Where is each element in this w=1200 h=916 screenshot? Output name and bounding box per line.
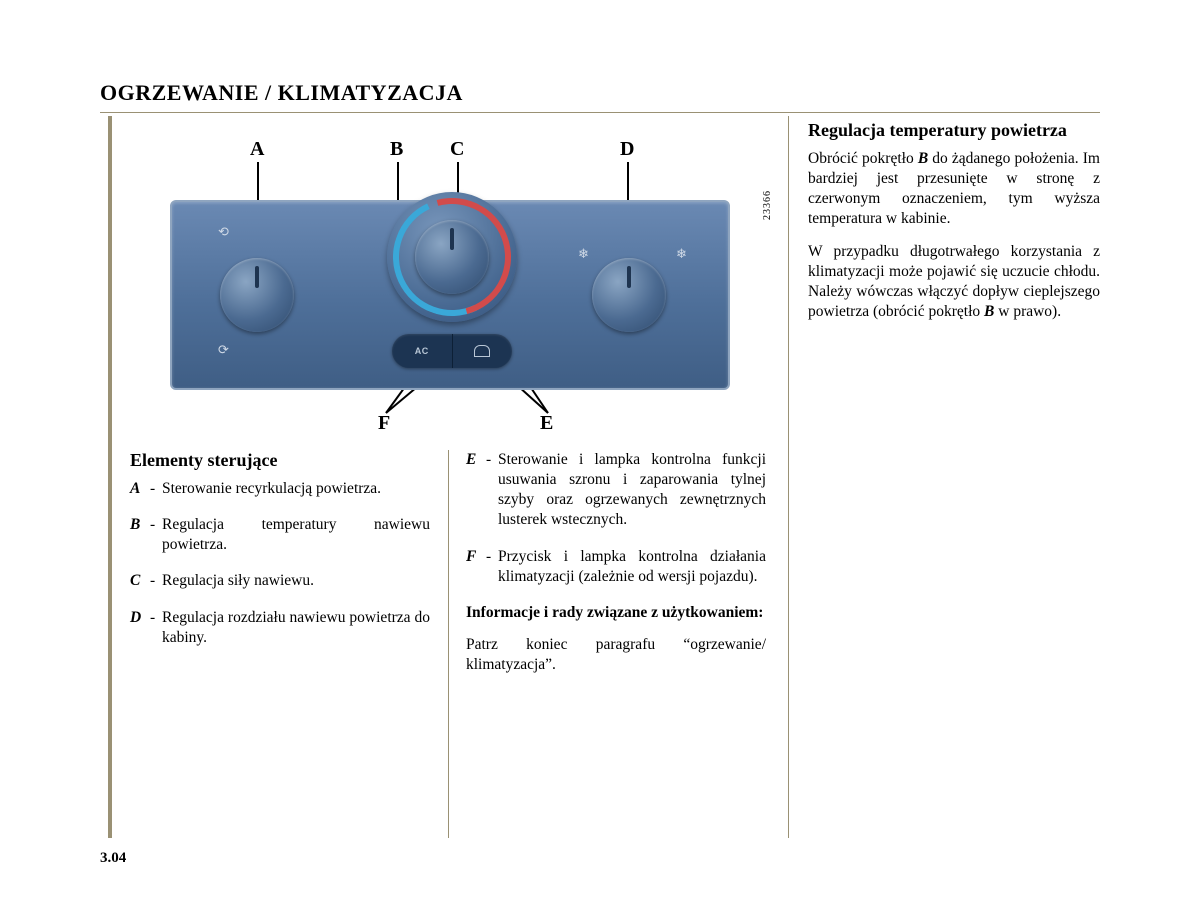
item-text: Regulacja rozdziału nawiewu powietrza do… <box>162 608 430 648</box>
defrost-icon <box>474 345 490 357</box>
item-label: E <box>466 450 486 531</box>
item-sep: - <box>150 479 162 499</box>
item-sep: - <box>150 571 162 591</box>
recirculation-knob <box>220 258 294 332</box>
item-sep: - <box>150 608 162 648</box>
rule-vertical-left <box>108 116 112 838</box>
item-text: Regulacja temperatury nawiewu powietrza. <box>162 515 430 555</box>
ac-button: AC <box>392 334 453 368</box>
item-sep: - <box>486 450 498 531</box>
fresh-air-icon: ⟳ <box>218 342 229 358</box>
list-item: C - Regulacja siły nawiewu. <box>130 571 430 591</box>
item-sep: - <box>486 547 498 587</box>
list-item: F - Przycisk i lampka kontrolna działani… <box>466 547 766 587</box>
item-label: B <box>130 515 150 555</box>
info-text: Patrz koniec paragrafu “ogrzewanie/ klim… <box>466 635 766 675</box>
info-heading: Informacje i rady związane z użytkowanie… <box>466 603 766 623</box>
airflow-icon: ❄ <box>578 246 589 262</box>
rule-horizontal <box>100 112 1100 113</box>
temp-heading: Regulacja temperatury powietrza <box>808 120 1100 141</box>
callout-B: B <box>390 138 403 161</box>
defrost-button <box>453 334 513 368</box>
item-label: C <box>130 571 150 591</box>
distribution-knob <box>592 258 666 332</box>
temperature-hub <box>387 192 517 322</box>
controls-heading: Elementy sterujące <box>130 450 430 471</box>
figure: A B C D E F 23366 ⟲ ⟳ ❄ ❄ AC <box>130 130 770 440</box>
paragraph: Obrócić pokrętło B do żądanego położenia… <box>808 149 1100 230</box>
button-bar: AC <box>392 334 512 368</box>
item-text: Przycisk i lampka kontrolna działania kl… <box>498 547 766 587</box>
ref-B: B <box>918 150 928 167</box>
list-item: A - Sterowanie recyrkulacją powietrza. <box>130 479 430 499</box>
item-label: F <box>466 547 486 587</box>
item-label: A <box>130 479 150 499</box>
ac-label: AC <box>415 346 429 356</box>
paragraph: W przypadku długotrwałego korzystania z … <box>808 242 1100 323</box>
temperature-knob <box>415 220 489 294</box>
climate-panel: ⟲ ⟳ ❄ ❄ AC <box>170 200 730 390</box>
text: Obrócić pokrętło <box>808 150 918 167</box>
item-label: D <box>130 608 150 648</box>
list-item: E - Sterowanie i lampka kontrolna funkcj… <box>466 450 766 531</box>
callout-E: E <box>540 412 553 435</box>
callout-A: A <box>250 138 264 161</box>
ref-B: B <box>984 303 994 320</box>
list-item: B - Regulacja temperatury nawiewu powiet… <box>130 515 430 555</box>
list-item: D - Regulacja rozdziału nawiewu powietrz… <box>130 608 430 648</box>
image-code: 23366 <box>762 190 773 220</box>
column-mid: E - Sterowanie i lampka kontrolna funkcj… <box>466 450 766 687</box>
item-sep: - <box>150 515 162 555</box>
airflow-icon: ❄ <box>676 246 687 262</box>
callout-D: D <box>620 138 634 161</box>
page-title: OGRZEWANIE / KLIMATYZACJA <box>100 80 1100 106</box>
item-text: Sterowanie recyrkulacją powietrza. <box>162 479 430 499</box>
callout-C: C <box>450 138 464 161</box>
recirc-icon: ⟲ <box>218 224 229 240</box>
item-text: Regulacja siły nawiewu. <box>162 571 430 591</box>
callout-F: F <box>378 412 390 435</box>
column-left: Elementy sterujące A - Sterowanie recyrk… <box>130 450 430 664</box>
page-number: 3.04 <box>100 850 126 867</box>
item-text: Sterowanie i lampka kontrolna funkcji us… <box>498 450 766 531</box>
rule-vertical-mid <box>448 450 449 838</box>
rule-vertical-right <box>788 116 789 838</box>
column-right: Regulacja temperatury powietrza Obrócić … <box>808 120 1100 334</box>
text: w prawo). <box>994 303 1061 320</box>
